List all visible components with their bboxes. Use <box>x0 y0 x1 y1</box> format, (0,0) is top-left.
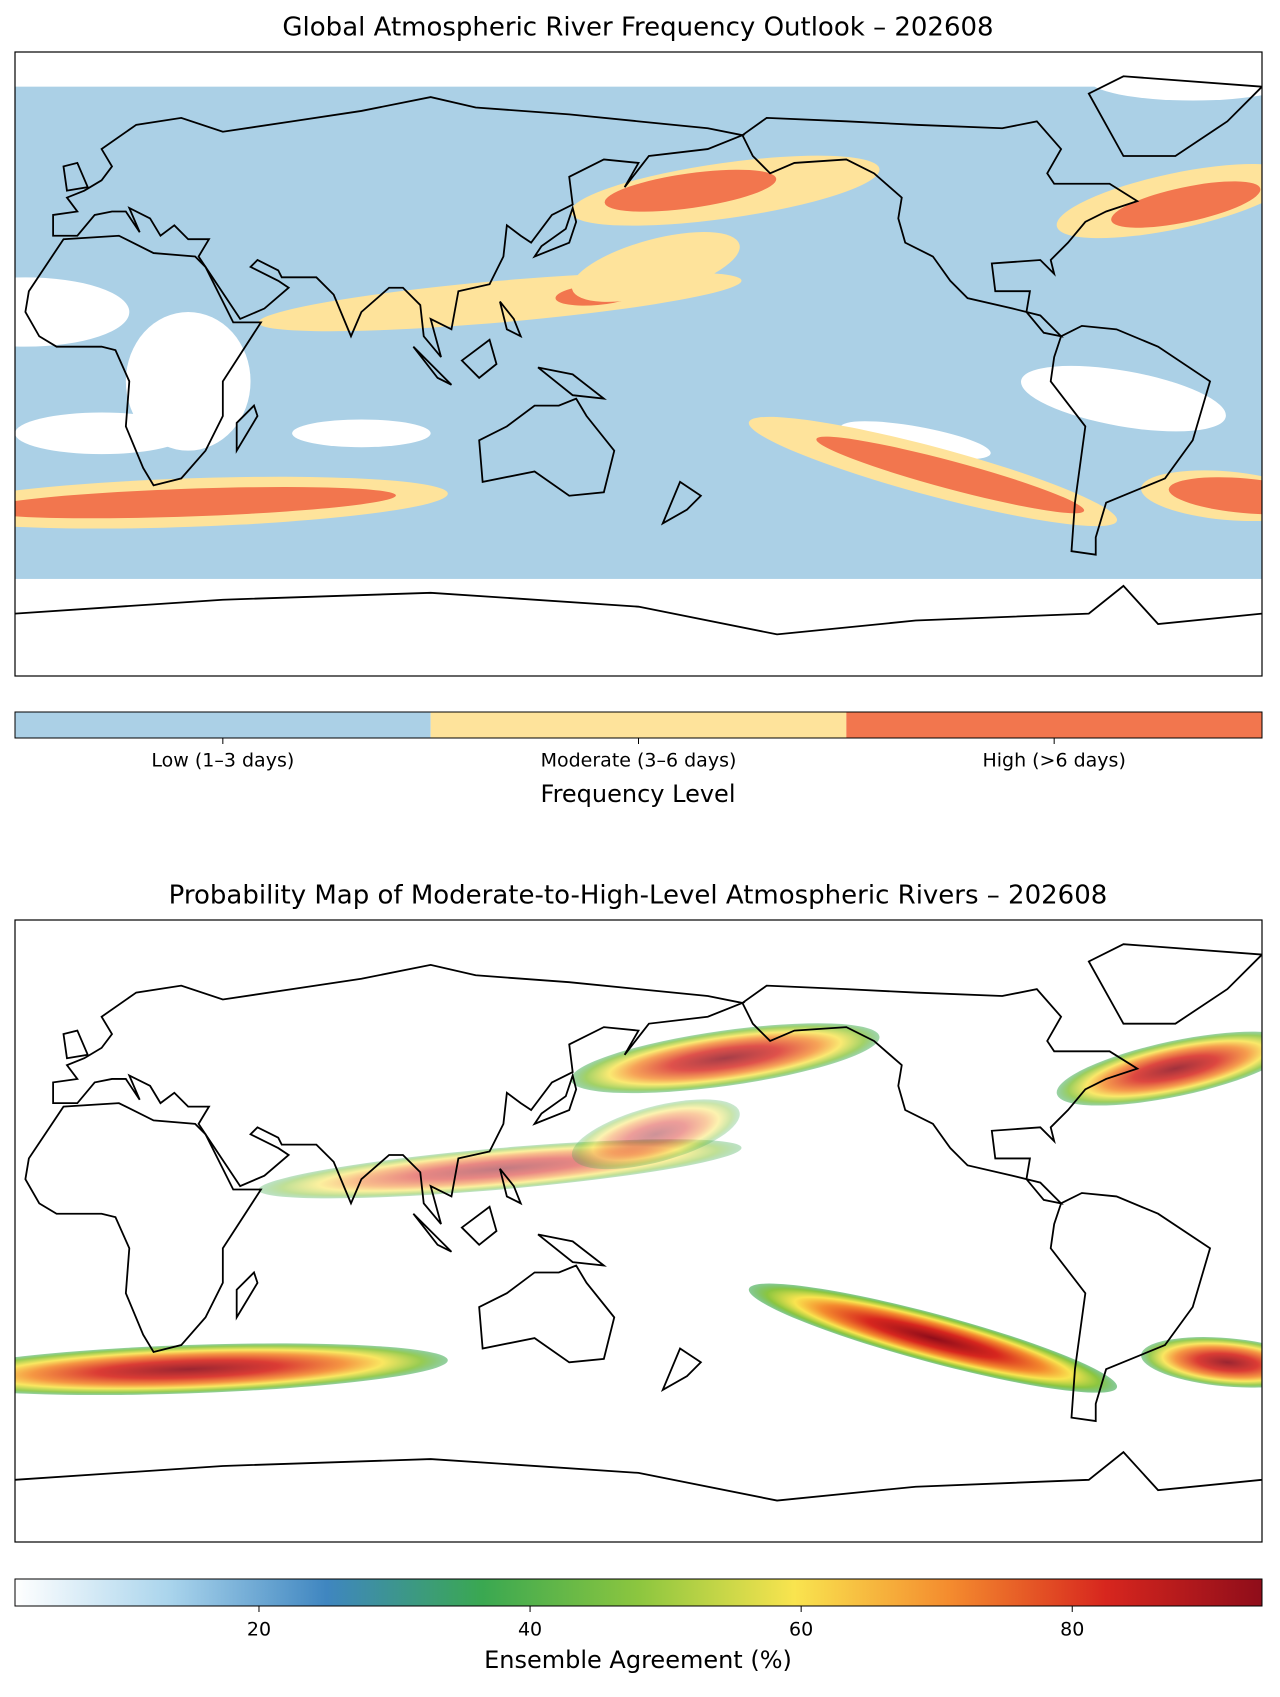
coastline <box>1049 1192 1212 1423</box>
ar-region <box>748 1283 1118 1393</box>
coastline <box>478 1264 616 1364</box>
ar-region <box>840 421 991 460</box>
ar-region <box>15 412 189 455</box>
coastline <box>741 984 1140 1205</box>
coastline <box>532 1072 578 1126</box>
colorbar-tick-label: Moderate (3–6 days) <box>541 750 737 772</box>
ar-region <box>15 277 130 347</box>
colorbar: Low (1–3 days) Moderate (3–6 days) High (>… <box>14 711 1263 772</box>
colorbar-segment <box>15 712 431 738</box>
colorbar-tick-label: 80 <box>1060 1619 1084 1641</box>
colorbar-segment <box>430 712 847 738</box>
coastline <box>499 1168 523 1206</box>
colorbar-fill <box>14 1578 1263 1607</box>
coastline <box>478 397 616 497</box>
coastline <box>15 1450 1262 1502</box>
coastline <box>235 403 259 454</box>
colorbar-tick-label: 40 <box>518 1619 542 1641</box>
coastline <box>1087 943 1262 1025</box>
colorbar: 20 40 60 80 <box>14 1578 1263 1641</box>
colorbar-frame <box>14 711 1263 739</box>
colorbar-tick-label: 20 <box>247 1619 271 1641</box>
coastline <box>499 301 523 339</box>
coastline <box>62 161 90 192</box>
coastline <box>537 366 607 400</box>
ar-region <box>1056 1031 1262 1106</box>
ar-region <box>1020 365 1226 432</box>
ar-region <box>292 419 431 448</box>
map-title: Probability Map of Moderate-to-High-Leve… <box>169 881 1108 911</box>
coastline <box>741 116 1140 338</box>
coastline <box>537 1233 607 1267</box>
coastline <box>412 346 453 386</box>
ar-region <box>125 312 251 451</box>
ar-region <box>570 1023 880 1094</box>
coastline <box>1087 75 1262 157</box>
colorbar-tick-label: High (>6 days) <box>982 750 1125 772</box>
colorbar-label: Ensemble Agreement (%) <box>484 1646 792 1674</box>
ar-region <box>816 436 1085 514</box>
coastline <box>24 234 263 487</box>
colorbar-label: Frequency Level <box>541 780 736 808</box>
coastline <box>412 1213 453 1253</box>
colorbar-tick-label: 60 <box>789 1619 813 1641</box>
coastline <box>460 338 498 380</box>
ar-region <box>15 487 396 519</box>
coastline <box>235 1270 259 1321</box>
map-title: Global Atmospheric River Frequency Outlo… <box>282 13 993 43</box>
ar-region <box>1168 477 1262 515</box>
coastline <box>52 96 746 358</box>
coastline <box>52 964 746 1225</box>
coastline <box>15 584 1262 636</box>
map-panel <box>15 943 1262 1502</box>
colorbar-tick-label: Low (1–3 days) <box>151 750 294 772</box>
ar-region <box>571 232 740 302</box>
ar-region <box>571 1099 740 1170</box>
colorbar-segment <box>846 712 1262 738</box>
coastline <box>460 1205 498 1247</box>
coastline <box>24 1102 263 1353</box>
coastline <box>660 480 703 526</box>
map-frame <box>14 919 1263 1543</box>
coastline <box>62 1029 90 1060</box>
map-panel <box>15 58 1262 636</box>
map-frame <box>14 51 1263 677</box>
ar-region <box>1111 181 1261 228</box>
coastline <box>532 204 578 259</box>
coastline <box>1049 324 1212 556</box>
ar-region <box>604 169 777 212</box>
coastline <box>660 1347 703 1393</box>
ar-region <box>1141 1337 1262 1388</box>
ar-region <box>15 1343 448 1396</box>
